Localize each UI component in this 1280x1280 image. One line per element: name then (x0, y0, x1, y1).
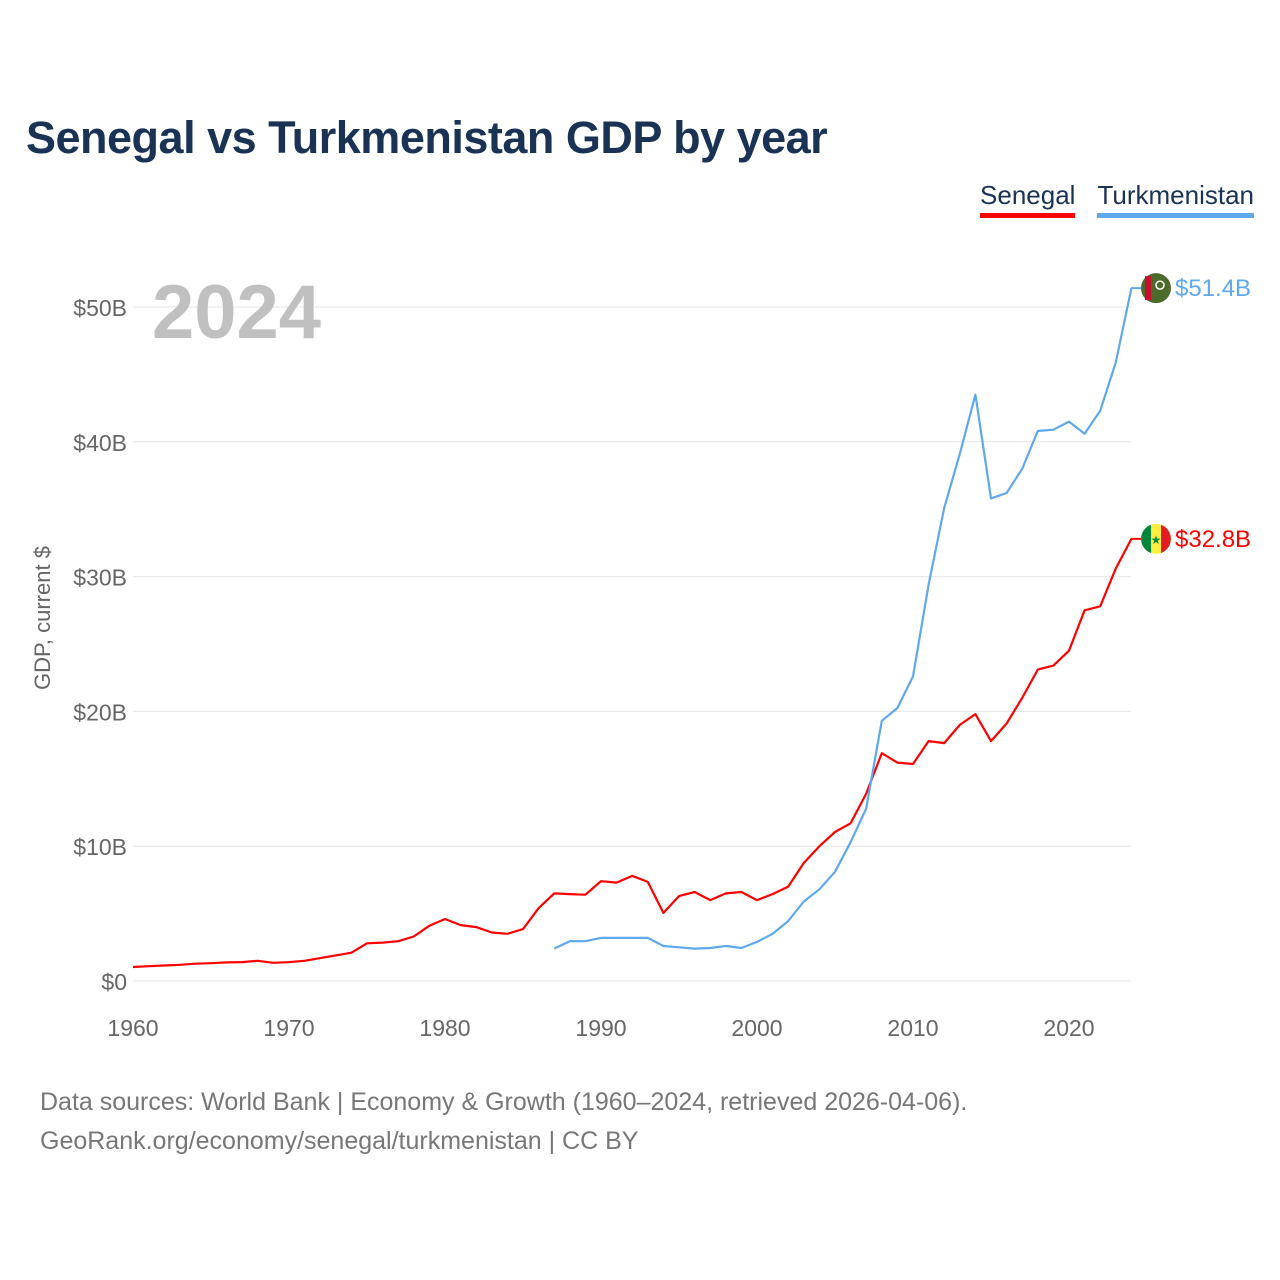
footer-link[interactable]: GeoRank.org/economy/senegal/turkmenistan… (40, 1127, 639, 1155)
y-tick-label: $0 (101, 969, 127, 995)
y-tick-label: $10B (73, 834, 127, 860)
y-tick-label: $30B (73, 565, 127, 591)
turkmenistan-flag-icon (1141, 273, 1171, 304)
x-tick-label: 1960 (107, 1015, 158, 1041)
footer-sources: Data sources: World Bank | Economy & Gro… (40, 1088, 968, 1116)
footer: Data sources: World Bank | Economy & Gro… (40, 1083, 967, 1161)
svg-text:★: ★ (1151, 533, 1162, 547)
x-tick-label: 2000 (731, 1015, 782, 1041)
legend-senegal[interactable]: Senegal (980, 180, 1076, 218)
senegal-flag-icon: ★ (1141, 523, 1171, 554)
y-tick-label: $40B (73, 430, 127, 456)
series-line-turkmenistan (553, 287, 1133, 950)
y-tick-label: $50B (73, 295, 127, 321)
legend: Senegal Turkmenistan (980, 180, 1254, 218)
y-tick-label: $20B (73, 699, 127, 725)
legend-turkmenistan[interactable]: Turkmenistan (1097, 180, 1254, 218)
chart-title: Senegal vs Turkmenistan GDP by year (26, 112, 828, 163)
x-tick-label: 1970 (263, 1015, 314, 1041)
x-tick-label: 1980 (419, 1015, 470, 1041)
y-axis-label: GDP, current $ (30, 546, 55, 690)
x-tick-label: 1990 (575, 1015, 626, 1041)
x-tick-label: 2020 (1043, 1015, 1094, 1041)
end-value-label-turkmenistan: $51.4B (1175, 275, 1251, 302)
x-tick-label: 2010 (887, 1015, 938, 1041)
end-value-label-senegal: $32.8B (1175, 526, 1251, 553)
year-label: 2024 (152, 270, 321, 355)
series-line-senegal (132, 538, 1133, 969)
